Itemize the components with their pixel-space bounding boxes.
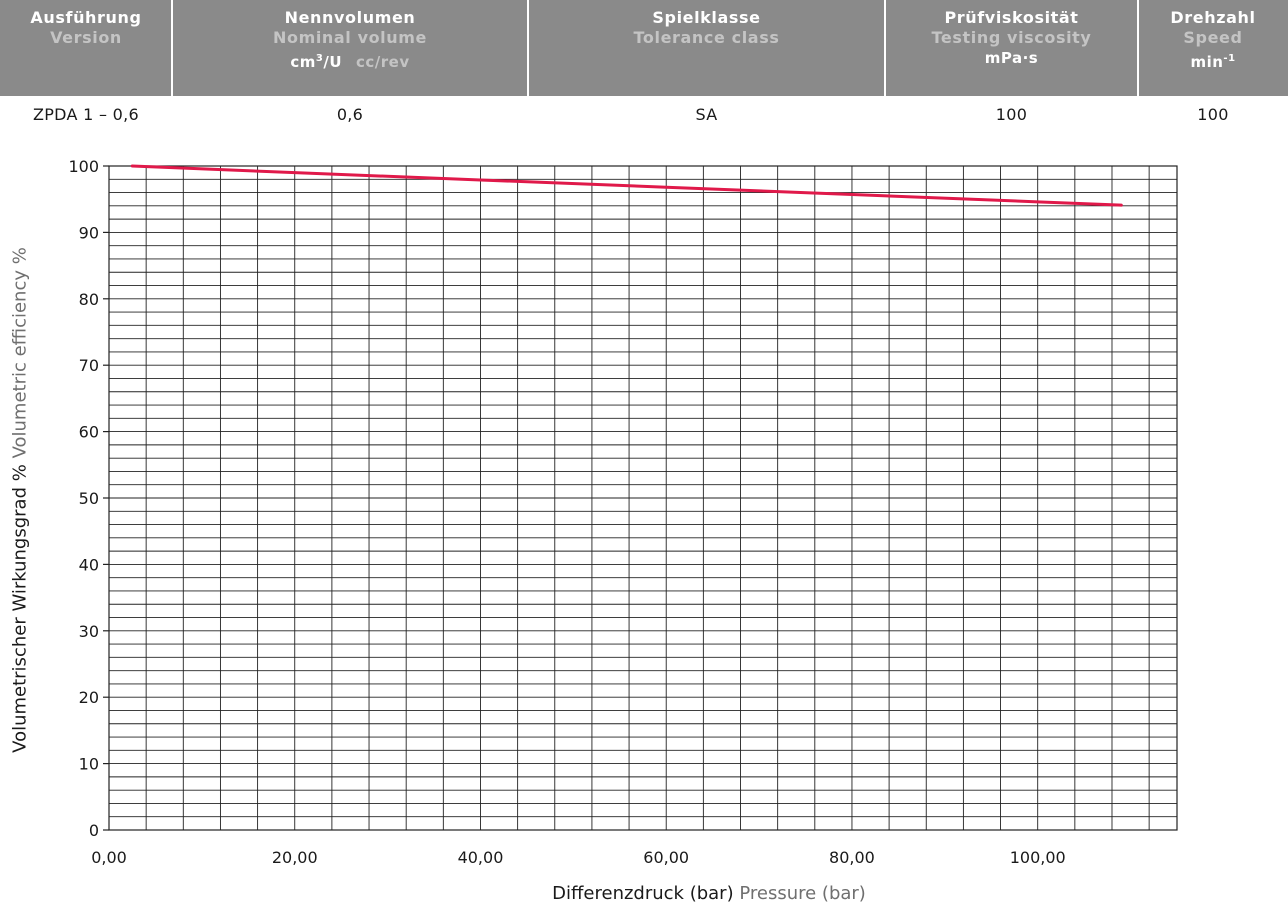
- y-axis-title: Volumetrischer Wirkungsgrad % Volumetric…: [10, 247, 31, 753]
- y-tick-label: 20: [79, 688, 99, 707]
- row-cell: 0,6: [336, 105, 364, 124]
- header-unit: min-1: [1138, 48, 1288, 73]
- row-cell: 100: [1197, 105, 1229, 124]
- y-axis-title-de: Volumetrischer Wirkungsgrad %: [9, 464, 31, 753]
- header-cell: Prüfviskosität Testing viscosity mPa·s: [885, 0, 1138, 96]
- y-tick-label: 0: [89, 821, 99, 840]
- header-label-de: Nennvolumen: [284, 8, 416, 27]
- header-divider: [884, 0, 886, 96]
- header-cell: Spielklasse Tolerance class: [528, 0, 885, 96]
- efficiency-line: [130, 164, 1123, 207]
- row-cell: 100: [995, 105, 1028, 124]
- unit-text: cm: [290, 53, 316, 71]
- unit-text: min: [1190, 53, 1224, 71]
- y-tick-label: 70: [79, 356, 99, 375]
- header-cell: Ausführung Version: [0, 0, 172, 96]
- unit-text-en: cc/rev: [356, 53, 410, 71]
- unit-superscript: -1: [1223, 53, 1236, 64]
- y-tick-label: 50: [79, 489, 99, 508]
- y-tick-label: 40: [79, 555, 99, 574]
- header-label-de: Drehzahl: [1170, 8, 1256, 27]
- header-label-de: Spielklasse: [652, 8, 761, 27]
- x-tick-label: 60,00: [643, 848, 689, 867]
- y-tick-label: 80: [79, 290, 99, 309]
- x-tick-label: 20,00: [272, 848, 318, 867]
- header-label-en: Tolerance class: [633, 28, 780, 47]
- y-tick-label: 100: [68, 157, 99, 176]
- header-cell: Drehzahl Speed min-1: [1138, 0, 1288, 96]
- header-label-en: Speed: [1183, 28, 1243, 47]
- x-axis-title-de: Differenzdruck (bar): [552, 883, 734, 904]
- row-cell: ZPDA 1 – 0,6: [32, 105, 140, 124]
- y-tick-label: 60: [79, 423, 99, 442]
- unit-text: mPa·s: [984, 49, 1039, 67]
- unit-text: /U: [323, 53, 343, 71]
- header-unit: cm3/U cc/rev: [172, 48, 528, 73]
- header-cell: Nennvolumen Nominal volume cm3/U cc/rev: [172, 0, 528, 96]
- unit-superscript: 3: [315, 53, 324, 64]
- header-label-de: Ausführung: [30, 8, 142, 27]
- x-tick-label: 80,00: [829, 848, 875, 867]
- x-axis-title: Differenzdruck (bar) Pressure (bar): [0, 883, 1288, 904]
- header-label-en: Nominal volume: [272, 28, 427, 47]
- x-tick-label: 40,00: [458, 848, 504, 867]
- header-divider: [1137, 0, 1139, 96]
- header-divider: [171, 0, 173, 96]
- x-tick-label: 0,00: [91, 848, 127, 867]
- y-axis-title-en: Volumetric efficiency %: [9, 247, 31, 459]
- x-axis-title-en: Pressure (bar): [739, 883, 866, 904]
- y-tick-label: 30: [79, 622, 99, 641]
- header-label-de: Prüfviskosität: [944, 8, 1079, 27]
- x-tick-label: 100,00: [1010, 848, 1066, 867]
- header-label-en: Testing viscosity: [931, 28, 1092, 47]
- header-label-en: Version: [50, 28, 122, 47]
- y-tick-label: 90: [79, 223, 99, 242]
- efficiency-chart: 0 10 20 30 40 50 60 70 80 90 100 0,00 20,00 40,00 60,0…: [68, 157, 1178, 867]
- header-divider: [527, 0, 529, 96]
- y-tick-label: 10: [79, 755, 99, 774]
- spec-table-header: Ausführung Version Nennvolumen Nominal volu…: [0, 0, 1288, 96]
- header-unit: mPa·s: [885, 48, 1138, 69]
- row-cell: SA: [695, 105, 718, 124]
